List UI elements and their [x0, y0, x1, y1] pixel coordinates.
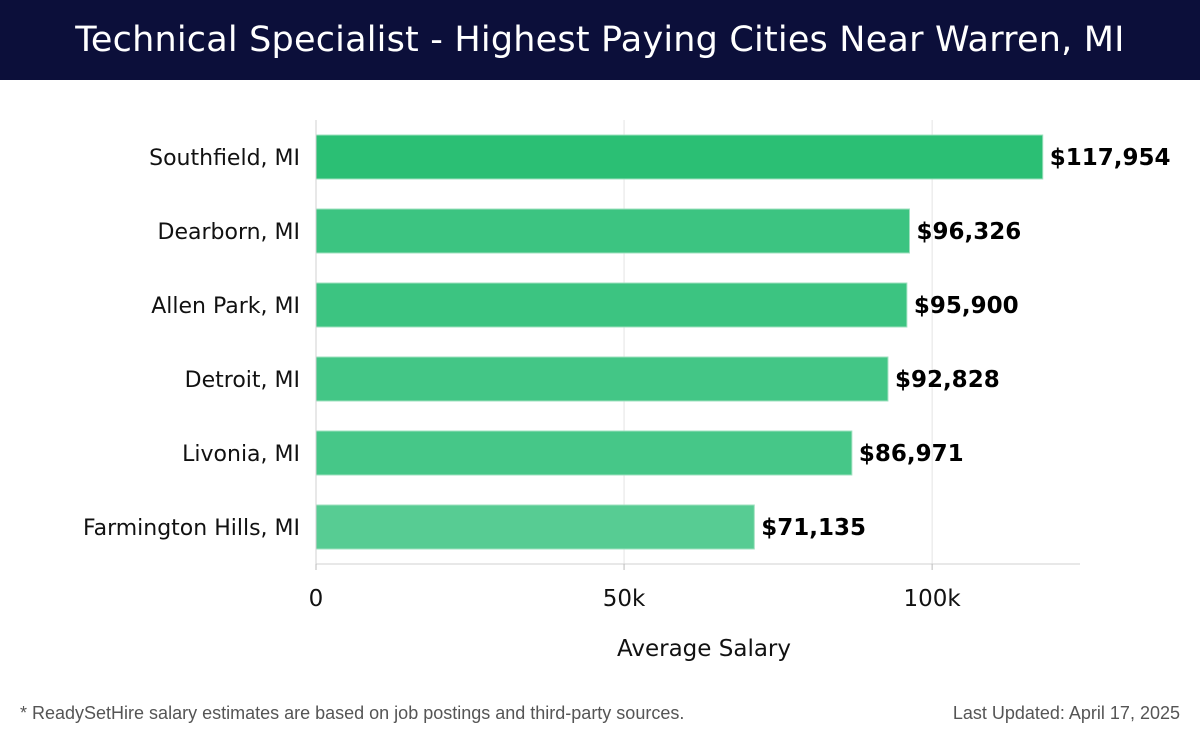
- x-tick-label: 50k: [603, 586, 646, 612]
- bar: [315, 282, 908, 328]
- bar-value-label: $86,971: [859, 441, 964, 467]
- category-label: Livonia, MI: [182, 442, 300, 467]
- category-label: Southfield, MI: [149, 146, 300, 171]
- bar-value-label: $92,828: [895, 367, 1000, 393]
- x-axis-title: Average Salary: [617, 636, 791, 662]
- chart-title: Technical Specialist - Highest Paying Ci…: [75, 20, 1125, 60]
- category-label: Allen Park, MI: [151, 294, 300, 319]
- bars: $117,954 $96,326 $95,900 $92,828 $86,971 $71,…: [315, 134, 1171, 550]
- bar-value-label: $95,900: [914, 293, 1019, 319]
- salary-bar-chart: $117,954 $96,326 $95,900 $92,828 $86,971 $71,…: [83, 120, 1171, 662]
- bar: [315, 504, 755, 550]
- footer-note: * ReadySetHire salary estimates are base…: [20, 703, 685, 723]
- category-label: Dearborn, MI: [158, 220, 300, 245]
- bar-value-label: $117,954: [1050, 145, 1171, 171]
- bar: [315, 208, 910, 254]
- category-label: Detroit, MI: [185, 368, 300, 393]
- grid-lines: [623, 120, 933, 564]
- bar-value-label: $96,326: [916, 219, 1021, 245]
- bar: [315, 134, 1044, 180]
- category-label: Farmington Hills, MI: [83, 516, 300, 541]
- axes: Southfield, MI Dearborn, MI Allen Park, MI…: [83, 120, 1080, 612]
- last-updated: Last Updated: April 17, 2025: [952, 703, 1180, 723]
- x-tick-label: 0: [309, 586, 324, 612]
- bar-value-label: $71,135: [761, 515, 866, 541]
- x-tick-label: 100k: [904, 586, 962, 612]
- chart-header: Technical Specialist - Highest Paying Ci…: [0, 0, 1200, 80]
- bar: [315, 430, 853, 476]
- bar: [315, 356, 889, 402]
